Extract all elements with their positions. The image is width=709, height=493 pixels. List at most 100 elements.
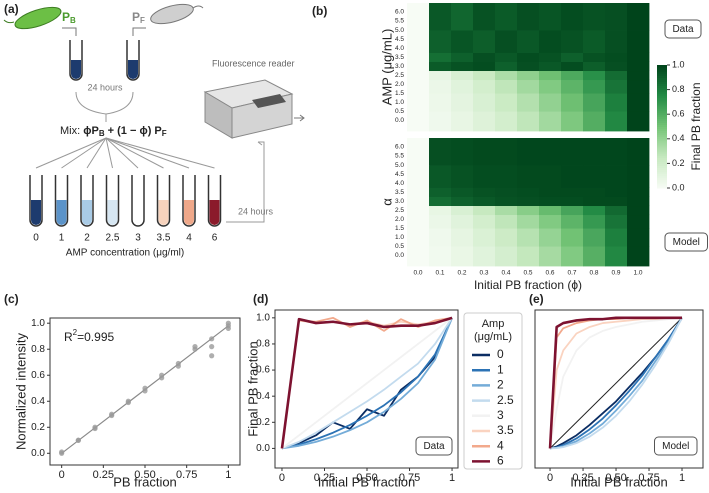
strain-letter: P	[132, 10, 140, 24]
fan-arrow	[105, 137, 164, 169]
point	[159, 372, 165, 378]
x-tick-label: 1	[225, 469, 231, 481]
box-label: Model	[662, 441, 689, 452]
heatmap-cell	[561, 93, 584, 112]
x-tick-label: 0.3	[479, 270, 488, 277]
heatmap-cell	[429, 165, 452, 188]
heatmap-cell	[605, 3, 628, 31]
x-tick-label: 0	[547, 472, 553, 484]
heatmap-cell	[627, 196, 650, 207]
heatmap-cell	[605, 196, 628, 207]
point	[75, 437, 81, 443]
colorbar-step	[657, 108, 667, 111]
y-tick-label: 0.5	[395, 108, 404, 115]
legend-title: Amp	[482, 318, 505, 330]
x-tick-label: 1.0	[633, 270, 642, 277]
x-tick-label: 0.2	[457, 270, 466, 277]
point	[175, 360, 181, 367]
heatmap-cell	[583, 93, 606, 112]
heatmap-cell	[473, 111, 496, 132]
heatmap-cell	[473, 93, 496, 112]
colorbar-tick-label: 1.0	[672, 59, 685, 69]
x-tick-label: 0.50	[605, 472, 626, 484]
x-tick-label: 0	[279, 472, 285, 484]
colorbar-step	[657, 112, 667, 115]
y-tick-label: 5.0	[395, 162, 404, 169]
heatmap-cell	[473, 196, 496, 207]
heatmap-cell	[495, 3, 518, 31]
series-line	[281, 317, 453, 450]
tube	[156, 175, 171, 227]
heatmap-cell	[473, 30, 496, 53]
heatmap-cell	[583, 30, 606, 53]
charts: (b) 0.0 0.5 1.0 1.5 2.0 2.5 3.0 3.5 4.0 4.5 5.0 5.5 6…	[4, 3, 708, 489]
point	[109, 411, 115, 417]
colorbar-step	[657, 97, 667, 101]
heatmap-cell	[561, 3, 584, 31]
y-tick-label: 0.8	[31, 344, 45, 355]
colorbar-step	[657, 169, 667, 173]
point	[92, 424, 98, 430]
y-tick-label: 1.0	[256, 312, 270, 323]
heatmap-cell	[429, 205, 452, 216]
y-axis-label: Final PB fraction	[245, 341, 260, 436]
plot-frame	[534, 309, 704, 469]
heatmap-cell	[429, 3, 452, 31]
x-tick-label: 0.75	[399, 472, 420, 484]
heatmap-cell	[429, 214, 452, 229]
heatmap-cell	[451, 196, 474, 207]
fan-arrow	[105, 137, 139, 169]
y-axis-label: Normalized intensity	[13, 332, 28, 450]
y-tick-label: 6.0	[395, 9, 404, 16]
flagellum	[3, 19, 15, 24]
reference-line	[549, 317, 683, 449]
label-box	[664, 19, 702, 39]
heatmap-cell	[407, 61, 430, 72]
mix-part: ϕP	[83, 125, 99, 137]
tube-label: 3	[135, 233, 141, 244]
y-tick-label: 6.0	[395, 144, 404, 151]
tube	[131, 175, 145, 227]
series-line	[549, 316, 683, 449]
y-tick-label: 3.0	[395, 198, 404, 205]
y-tick-label: 5.5	[395, 153, 404, 160]
reader-label: Fluorescence reader	[212, 58, 295, 68]
y-axis-label: AMP (μg/mL)	[379, 29, 394, 106]
colorbar-step	[657, 155, 667, 158]
colorbar-step	[657, 85, 667, 89]
tube	[29, 175, 43, 227]
colorbar-step	[657, 99, 667, 103]
heatmap-cell	[429, 30, 452, 53]
heatmap-cell	[473, 187, 496, 197]
tube-liquid	[184, 200, 194, 225]
fan-arrow	[61, 137, 107, 169]
heatmap-cell	[583, 138, 606, 166]
heatmap-cell	[495, 246, 518, 267]
heatmap-cell	[517, 246, 540, 267]
y-tick-label: 0.0	[395, 117, 404, 124]
x-tick-label: 0.50	[356, 472, 377, 484]
strain-label: PB	[62, 10, 76, 25]
series-line	[548, 316, 683, 449]
tube-label: 3.5	[157, 233, 171, 244]
tube-label: 6	[212, 233, 218, 244]
fan-arrow	[86, 137, 107, 169]
legend-title: (μg/mL)	[474, 331, 512, 343]
heatmap-cell	[561, 165, 584, 188]
plot-frame	[274, 309, 459, 469]
heatmap-cell	[627, 111, 650, 132]
heatmap-cell	[583, 196, 606, 207]
tube-liquid	[31, 200, 41, 225]
annotation-part: =0.995	[77, 330, 114, 344]
y-tick-label: 0.4	[256, 391, 270, 402]
heatmap-cell	[561, 196, 584, 207]
heatmap-cell	[583, 165, 606, 188]
point	[209, 344, 215, 350]
panel-label: (d)	[253, 292, 268, 306]
colorbar-step	[657, 73, 667, 76]
schematic: (a) PB PF 24 hours Mix: ϕPB + (1 − ϕ) PF…	[3, 2, 305, 259]
heatmap-cell	[495, 111, 518, 132]
colorbar-step	[657, 128, 667, 132]
heatmap-cell	[407, 165, 430, 188]
heatmap-cell	[583, 187, 606, 197]
